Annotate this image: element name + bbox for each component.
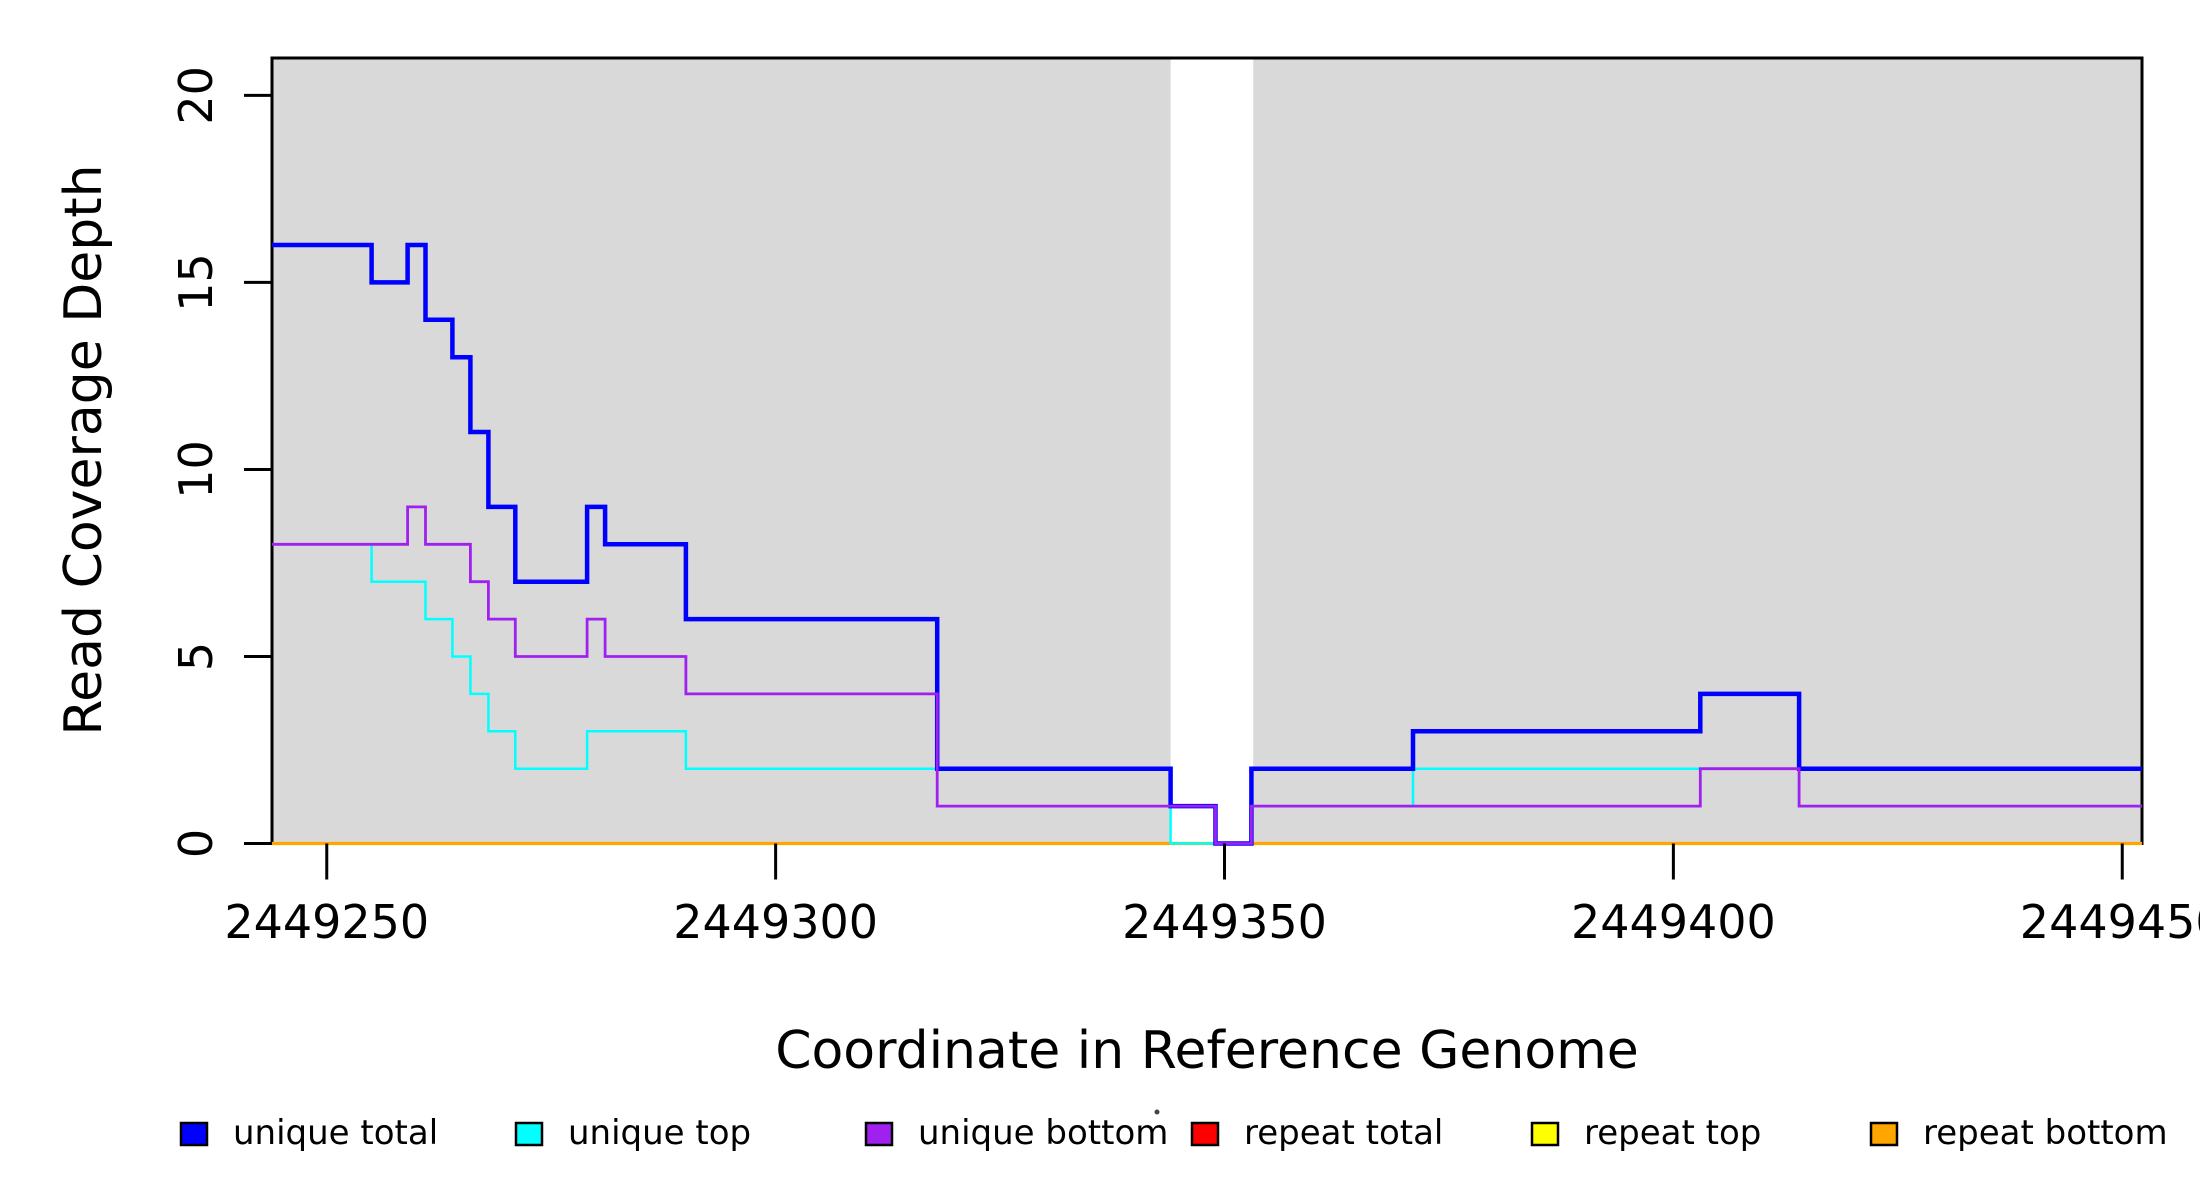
x-axis-tick-label: 2449350 xyxy=(1122,895,1327,949)
artifacts-layer xyxy=(1154,1109,1160,1115)
x-axis-tick-label: 2449450 xyxy=(2020,895,2200,949)
legend-swatch-repeat-top xyxy=(1530,1121,1560,1147)
legend-item-unique-top: unique top xyxy=(514,1113,751,1153)
legend-label: repeat bottom xyxy=(1923,1113,2168,1153)
legend-swatch-unique-total xyxy=(179,1121,209,1147)
y-axis-title: Read Coverage Depth xyxy=(54,164,114,735)
series-lines-layer xyxy=(272,242,2142,846)
y-axis-tick-label: 10 xyxy=(169,440,223,499)
legend-item-unique-total: unique total xyxy=(179,1113,438,1153)
legend-swatch-unique-bottom xyxy=(864,1121,894,1147)
x-axis-tick-label: 2449300 xyxy=(673,895,878,949)
legend-swatch-unique-top xyxy=(514,1121,544,1147)
legend-item-unique-bottom: unique bottom xyxy=(864,1113,1168,1153)
legend-label: repeat top xyxy=(1584,1113,1761,1153)
x-axis-tick-label: 2449250 xyxy=(224,895,429,949)
y-axis-tick-label: 0 xyxy=(169,829,223,858)
legend-label: unique bottom xyxy=(918,1113,1168,1153)
legend-item-repeat-top: repeat top xyxy=(1530,1113,1761,1153)
legend-label: repeat total xyxy=(1244,1113,1443,1153)
legend-label: unique top xyxy=(568,1113,751,1153)
y-axis-tick-label: 20 xyxy=(169,66,223,125)
y-axis-tick-label: 5 xyxy=(169,642,223,671)
series-line-unique-bottom xyxy=(272,505,2142,845)
legend: unique total unique top unique bottom repea… xyxy=(179,1113,2168,1153)
y-axis-tick-label: 15 xyxy=(169,253,223,312)
stray-dot-artifact xyxy=(1154,1109,1160,1115)
legend-item-repeat-bottom: repeat bottom xyxy=(1869,1113,2168,1153)
legend-item-repeat-total: repeat total xyxy=(1190,1113,1443,1153)
legend-swatch-repeat-total xyxy=(1190,1121,1220,1147)
legend-label: unique total xyxy=(233,1113,438,1153)
plot-panel-layer xyxy=(272,58,2142,844)
x-axis-tick-label: 2449400 xyxy=(1571,895,1776,949)
legend-swatch-repeat-bottom xyxy=(1869,1121,1899,1147)
gap-highlight-band xyxy=(1170,58,1254,844)
series-line-unique-total xyxy=(272,242,2142,846)
x-axis-title: Coordinate in Reference Genome xyxy=(775,1021,1639,1081)
axes-layer: 0 5 10 15 20 2449250 2449300 2449350 2449400 2449… xyxy=(169,66,2200,949)
